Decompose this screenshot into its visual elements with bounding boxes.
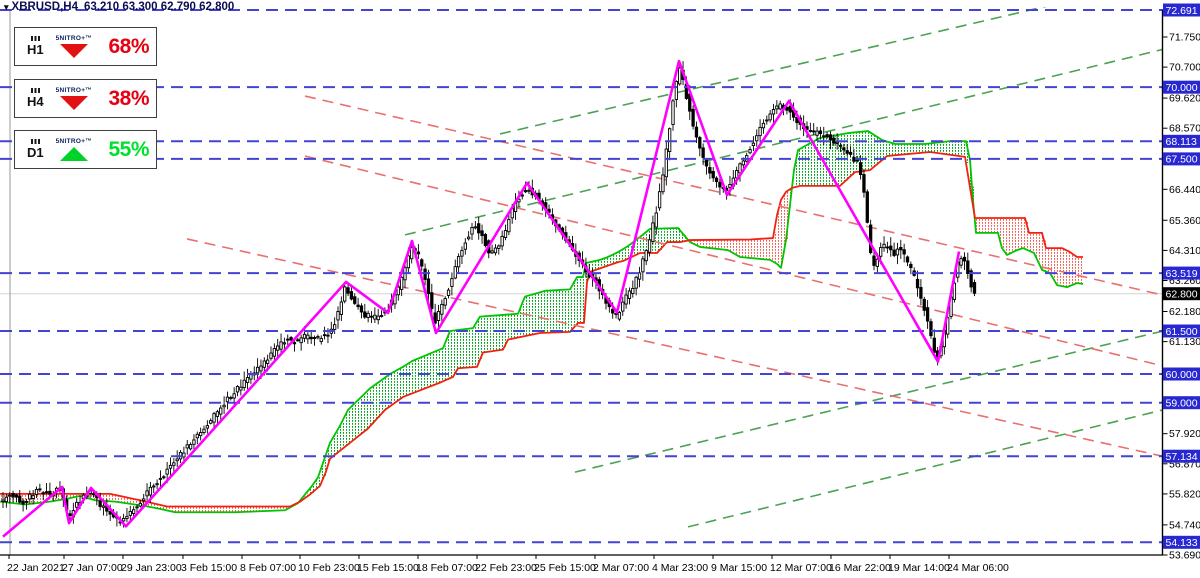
price-axis-label: 55.820 [1169,488,1200,500]
level-price-tag-bg [1163,80,1200,94]
time-axis-label: 10 Feb 23:00 [298,562,360,574]
timeframe-block: H4 [27,88,44,109]
time-axis-label: 15 Feb 15:00 [357,562,419,574]
time-axis-label: 3 Feb 15:00 [181,562,237,574]
price-axis-label: 70.700 [1169,62,1200,74]
red-trend-line [304,155,1163,367]
snitro-panel-h4: H4 5NITRO+™ 38% [14,79,157,118]
time-axis-label: 9 Mar 15:00 [711,562,767,574]
mini-chart-icon [30,139,40,144]
strength-percent: 55% [108,137,149,161]
level-price-tag-bg [1163,266,1200,280]
level-price-tag-bg [1163,152,1200,166]
level-price-tag: 54.133 [1166,537,1198,549]
time-axis-label: 19 Mar 14:00 [888,562,950,574]
level-price-tag: 68.113 [1166,136,1197,148]
snitro-panel-h1: H1 5NITRO+™ 68% [14,27,157,66]
timeframe-label: D1 [27,145,44,160]
timeframe-label: H4 [27,94,44,109]
price-axis-label: 57.920 [1169,428,1200,440]
time-axis-label: 18 Feb 07:00 [416,562,478,574]
level-price-tag-bg [1163,535,1200,549]
time-axis-label: 4 Mar 23:00 [652,562,708,574]
time-axis-label: 24 Mar 06:00 [947,562,1009,574]
time-axis-label: 22 Feb 23:00 [475,562,537,574]
chart-title: ▾ XBRUSD,H4 63.210 63.300 62.790 62.800 [4,1,234,13]
price-axis-label: 62.180 [1169,306,1200,318]
indicator-brand-label: 5NITRO+™ [55,87,93,94]
price-axis-label: 53.690 [1169,550,1200,562]
current-price-tag-bg [1163,287,1200,301]
time-axis-label: 29 Jan 23:00 [121,562,182,574]
signal-block: 5NITRO+™ [56,87,93,110]
level-price-tag: 57.134 [1166,451,1198,463]
red-trend-line [186,238,1163,458]
mini-chart-icon [30,36,40,41]
time-axis-label: 2 Mar 07:00 [593,562,649,574]
level-price-tag-bg [1163,396,1200,410]
time-axis-label: 27 Jan 07:00 [62,562,123,574]
strength-percent: 68% [108,34,149,58]
zigzag-line [2,59,961,538]
level-price-tag: 72.691 [1166,5,1198,17]
ichimoku-cloud [0,130,1084,514]
mini-chart-icon [30,88,40,93]
green-trend-line [574,330,1163,473]
red-trend-line [304,95,1163,296]
level-price-tag-bg [1163,3,1200,17]
price-axis-label: 68.570 [1169,123,1200,135]
level-price-tag-bg [1163,134,1200,148]
level-price-tag: 67.500 [1166,154,1198,166]
price-axis-label: 71.750 [1169,31,1200,43]
price-axis-label: 61.130 [1169,336,1200,348]
current-price-tag: 62.800 [1166,289,1198,301]
timeframe-block: H1 [27,36,44,57]
timeframe-block: D1 [27,139,44,160]
price-axis-label: 66.440 [1169,184,1200,196]
time-axis-label: 25 Feb 15:00 [534,562,596,574]
indicator-brand-label: 5NITRO+™ [55,138,93,145]
senkou-span-b-line [0,151,1083,508]
green-trend-line [499,7,1047,135]
level-price-tag: 70.000 [1166,82,1198,94]
strength-percent: 38% [108,86,149,110]
price-axis-label: 69.620 [1169,93,1200,105]
level-price-tag: 60.000 [1166,369,1198,381]
plot-area [0,7,1163,555]
level-price-tag: 63.519 [1166,268,1198,280]
level-price-tag-bg [1163,367,1200,381]
ohlc-readout: 63.210 63.300 62.790 62.800 [84,1,235,13]
level-price-tag-bg [1163,324,1200,338]
price-axis-label: 65.360 [1169,215,1200,227]
symbol-timeframe: XBRUSD,H4 [11,1,78,13]
down-arrow-icon [59,96,88,110]
indicator-brand-label: 5NITRO+™ [55,35,93,42]
time-axis-label: 22 Jan 2021 [7,562,65,574]
price-axis-label: 54.740 [1169,519,1200,531]
level-price-tag: 59.000 [1166,397,1198,409]
price-axis-label: 64.310 [1169,245,1200,257]
chart-marker-icon: ▾ [4,2,9,12]
timeframe-label: H1 [27,42,44,57]
up-arrow-icon [59,147,88,161]
time-axis-label: 16 Mar 22:00 [829,562,891,574]
signal-block: 5NITRO+™ [56,138,93,161]
signal-block: 5NITRO+™ [56,35,93,58]
time-axis-label: 12 Mar 07:00 [770,562,832,574]
green-trend-line [687,409,1163,528]
snitro-panel-d1: D1 5NITRO+™ 55% [14,130,157,169]
down-arrow-icon [59,44,88,58]
level-price-tag-bg [1163,449,1200,463]
time-axis-label: 8 Feb 07:00 [240,562,296,574]
green-trend-line [404,48,1163,236]
level-price-tag: 61.500 [1166,326,1198,338]
